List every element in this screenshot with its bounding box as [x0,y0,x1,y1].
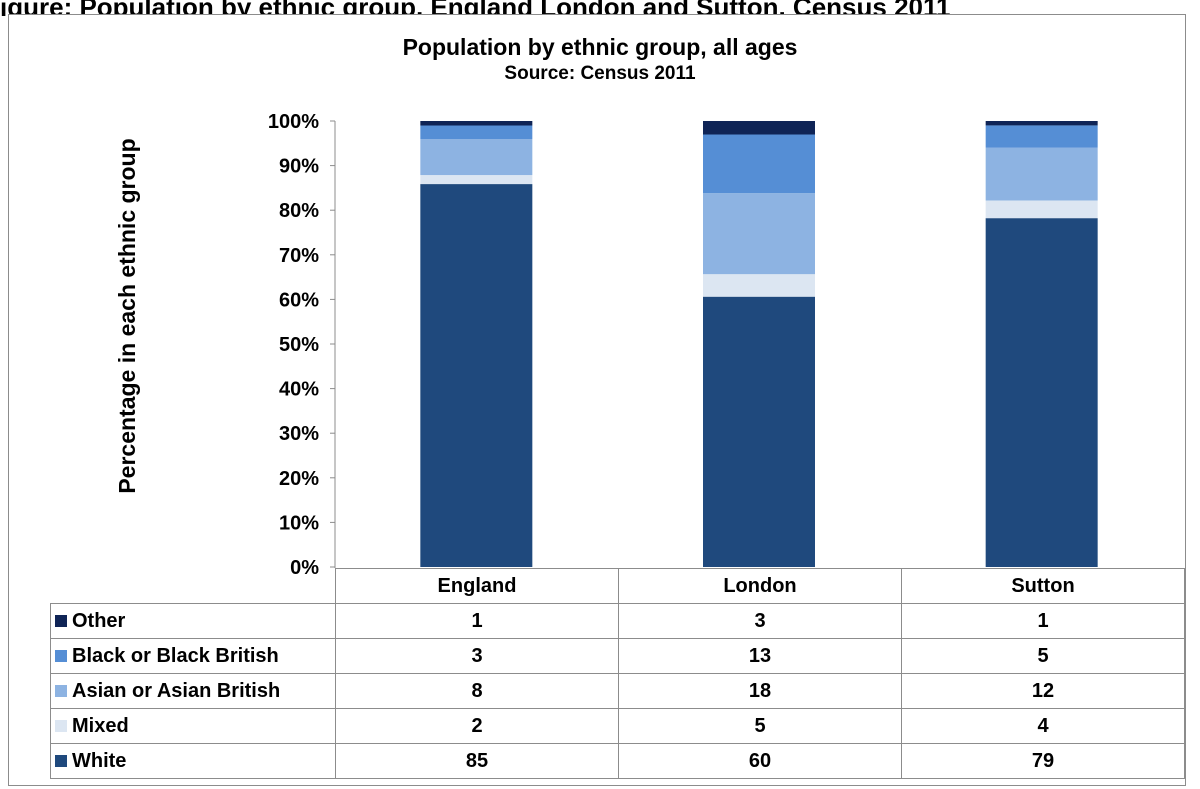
data-label: 5 [618,708,902,744]
data-label: 85 [335,743,619,779]
table-row: Other 1 3 1 [50,603,1185,639]
data-label: 8 [335,673,619,709]
table-row: White 85 60 79 [50,743,1185,779]
bar-segment [985,147,1098,201]
data-label: 3 [618,603,902,639]
data-label: 4 [901,708,1185,744]
y-axis: 0%10%20%30%40%50%60%70%80%90%100% [268,111,336,579]
series-name: Mixed [50,708,336,744]
legend-swatch [55,614,67,627]
bar-segment [985,125,1098,148]
data-label: 3 [335,638,619,674]
bar-segment [985,218,1098,568]
table-header-row: England London Sutton [50,568,1185,604]
series-name: Asian or Asian British [50,673,336,709]
y-tick-label: 100% [268,111,319,133]
bar-segment [420,175,533,185]
data-label: 2 [335,708,619,744]
data-label: 79 [901,743,1185,779]
category-label: England [335,568,619,604]
legend-swatch [55,649,67,662]
bar-segment [420,125,533,140]
y-tick-label: 20% [279,468,319,490]
legend-swatch [55,684,67,697]
data-table: England London Sutton Other 1 3 1 Black or Bla… [50,568,1185,779]
table-row: Asian or Asian British 8 18 12 [50,673,1185,709]
data-label: 12 [901,673,1185,709]
data-label: 1 [901,603,1185,639]
data-label: 5 [901,638,1185,674]
category-label: London [618,568,902,604]
chart-title: Population by ethnic group, all ages [402,34,798,60]
series-name: Black or Black British [50,638,336,674]
bar-segment [703,274,815,297]
bar-segment [703,296,815,567]
y-tick-label: 60% [279,289,319,311]
y-tick-label: 50% [279,334,319,356]
table-corner [50,568,336,604]
table-row: Mixed 2 5 4 [50,708,1185,744]
y-tick-label: 30% [279,423,319,445]
table-row: Black or Black British 3 13 5 [50,638,1185,674]
bar-segment [420,139,533,176]
data-label: 18 [618,673,902,709]
bar-segment [703,134,815,194]
bar-segment [985,121,1098,126]
y-tick-label: 90% [279,156,319,178]
y-tick-label: 10% [279,512,319,534]
table-body: Other 1 3 1 Black or Black British 3 13 5 Asian … [50,603,1185,779]
chart-subtitle: Source: Census 2011 [504,63,696,84]
y-tick-label: 40% [279,379,319,401]
series-name: White [50,743,336,779]
bar-segment [420,121,533,126]
data-label: 13 [618,638,902,674]
bar-segment [703,121,815,135]
bar-segment [985,200,1098,219]
bar-segment [703,193,815,275]
category-label: Sutton [901,568,1185,604]
series-name: Other [50,603,336,639]
data-label: 1 [335,603,619,639]
bars [420,121,1098,568]
legend-swatch [55,719,67,732]
bar-segment [420,184,533,567]
y-tick-label: 80% [279,200,319,222]
data-label: 60 [618,743,902,779]
legend-swatch [55,754,67,767]
y-tick-label: 70% [279,245,319,267]
